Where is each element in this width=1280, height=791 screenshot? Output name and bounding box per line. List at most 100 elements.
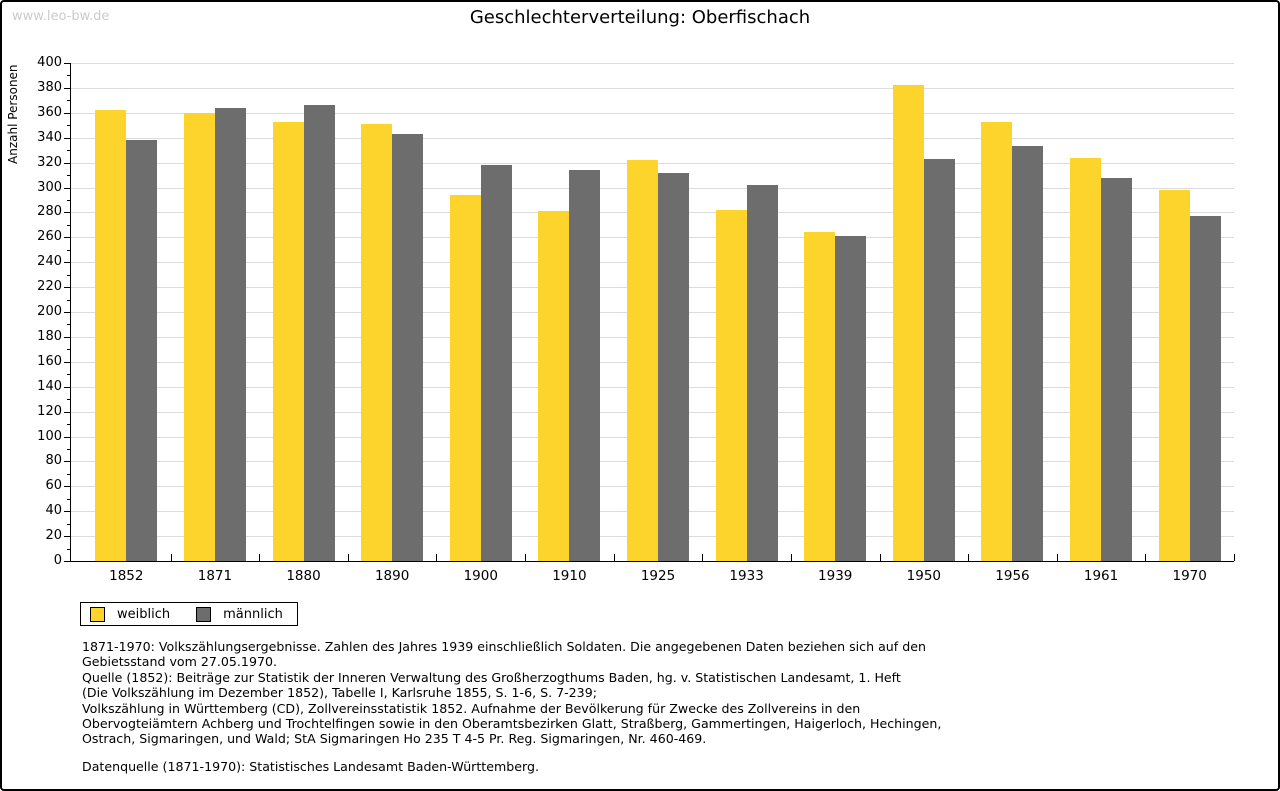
bar-männlich-1925 [658, 172, 689, 561]
gridline [70, 87, 1234, 89]
x-axis-category-label: 1939 [818, 568, 853, 584]
y-axis-major-tick [64, 411, 70, 413]
y-axis-major-tick [64, 312, 70, 313]
x-axis-category-label: 1970 [1172, 568, 1207, 584]
x-axis-category-label: 1890 [374, 568, 410, 584]
bar-männlich-1852 [126, 140, 158, 561]
y-axis-tick-label: 220 [37, 279, 62, 295]
y-axis-major-tick [64, 561, 70, 562]
bar-weiblich-1925 [627, 160, 658, 561]
footnote-line: Volkszählung in Württemberg (CD), Zollve… [82, 700, 861, 716]
y-axis-major-tick [64, 137, 70, 139]
y-axis-major-tick [64, 287, 70, 289]
x-axis-category-label: 1871 [197, 568, 233, 584]
y-axis-minor-tick [67, 100, 70, 102]
legend-label-maennlich: männlich [223, 606, 283, 622]
gridline [70, 63, 1234, 64]
x-axis-line [70, 561, 1234, 562]
legend: weiblich männlich [80, 602, 298, 626]
bar-weiblich-1880 [272, 121, 304, 561]
legend-swatch-weiblich [90, 606, 105, 622]
y-axis-tick-label: 320 [37, 154, 62, 170]
y-axis-minor-tick [67, 349, 70, 351]
y-axis-minor-tick [67, 324, 70, 326]
x-axis-tick [259, 554, 261, 561]
y-axis-tick-label: 160 [37, 353, 62, 369]
y-axis-minor-tick [67, 399, 70, 401]
y-axis-major-tick [64, 386, 70, 388]
page-title: Geschlechterverteilung: Oberfischach [469, 7, 811, 28]
bar-weiblich-1939 [804, 232, 836, 561]
bar-weiblich-1961 [1070, 157, 1102, 561]
x-axis-category-label: 1956 [995, 568, 1030, 584]
bar-männlich-1939 [835, 236, 867, 561]
y-axis-tick-label: 60 [45, 478, 62, 494]
y-axis-tick-label: 20 [45, 528, 62, 544]
bar-weiblich-1900 [449, 194, 481, 561]
y-axis-minor-tick [67, 374, 70, 376]
bar-männlich-1871 [214, 107, 246, 561]
y-axis-major-tick [64, 112, 70, 114]
gridline [70, 137, 1234, 139]
y-axis-minor-tick [67, 473, 70, 475]
bar-männlich-1900 [480, 165, 512, 561]
footnote-line: (Die Volkszählung im Dezember 1852), Tab… [82, 685, 597, 701]
x-axis-tick [170, 554, 172, 561]
y-axis-major-tick [64, 262, 70, 264]
x-axis-category-label: 1900 [463, 568, 498, 584]
y-axis-line [70, 63, 71, 562]
y-axis-major-tick [64, 336, 70, 338]
bar-männlich-1890 [392, 133, 424, 561]
x-axis-category-label: 1910 [552, 568, 587, 584]
bar-weiblich-1910 [538, 211, 570, 561]
y-axis-minor-tick [67, 448, 70, 450]
y-axis-minor-tick [67, 424, 70, 426]
y-axis-major-tick [64, 486, 70, 488]
data-source-line: Datenquelle (1871-1970): Statistisches L… [82, 758, 539, 774]
y-axis-tick-label: 180 [37, 328, 62, 344]
footnotes: 1871-1970: Volkszählungsergebnisse. Zahl… [82, 639, 941, 774]
x-axis-tick [702, 554, 704, 561]
y-axis-major-tick [64, 87, 70, 89]
x-axis-category-label: 1880 [286, 568, 321, 584]
y-axis-tick-label: 0 [53, 553, 62, 568]
x-axis-tick [436, 554, 438, 561]
bar-weiblich-1933 [715, 209, 747, 561]
y-axis-tick-label: 400 [37, 55, 62, 70]
y-axis-minor-tick [67, 498, 70, 500]
y-axis-tick-label: 340 [37, 129, 62, 145]
y-axis-tick-label: 240 [37, 254, 62, 270]
bar-männlich-1910 [569, 170, 601, 561]
footnote-line: Obervogteiämtern Achberg und Trochtelfin… [82, 716, 942, 732]
x-axis-category-label: 1961 [1083, 568, 1119, 584]
x-axis-category-label: 1925 [640, 568, 676, 584]
bar-weiblich-1970 [1158, 189, 1190, 561]
footnote-line: Quelle (1852): Beiträge zur Statistik de… [82, 669, 901, 685]
x-axis-category-label: 1950 [906, 568, 942, 584]
footnote-line: Ostrach, Sigmaringen, und Wald; StA Sigm… [82, 731, 707, 747]
y-axis-major-tick [64, 162, 70, 164]
y-axis-minor-tick [67, 224, 70, 226]
y-axis-minor-tick [67, 299, 70, 301]
footnote-line: 1871-1970: Volkszählungsergebnisse. Zahl… [82, 639, 926, 654]
y-axis-tick-label: 300 [37, 179, 62, 195]
y-axis-major-tick [64, 212, 70, 214]
y-axis-major-tick [64, 237, 70, 239]
x-axis-tick [968, 554, 970, 561]
legend-swatch-maennlich [196, 606, 212, 622]
bar-weiblich-1950 [892, 85, 924, 561]
y-axis-tick-label: 80 [45, 453, 62, 469]
bar-männlich-1956 [1012, 146, 1044, 561]
y-axis-minor-tick [67, 274, 70, 276]
bar-weiblich-1852 [95, 110, 127, 561]
y-axis-minor-tick [67, 150, 70, 152]
y-axis-major-tick [64, 436, 70, 438]
y-axis-minor-tick [67, 125, 70, 127]
y-axis-minor-tick [67, 523, 70, 525]
legend-label-weiblich: weiblich [117, 606, 171, 622]
gridline [70, 112, 1234, 114]
y-axis-major-tick [64, 511, 70, 513]
y-axis-minor-tick [67, 199, 70, 201]
x-axis-category-label: 1933 [729, 568, 764, 584]
